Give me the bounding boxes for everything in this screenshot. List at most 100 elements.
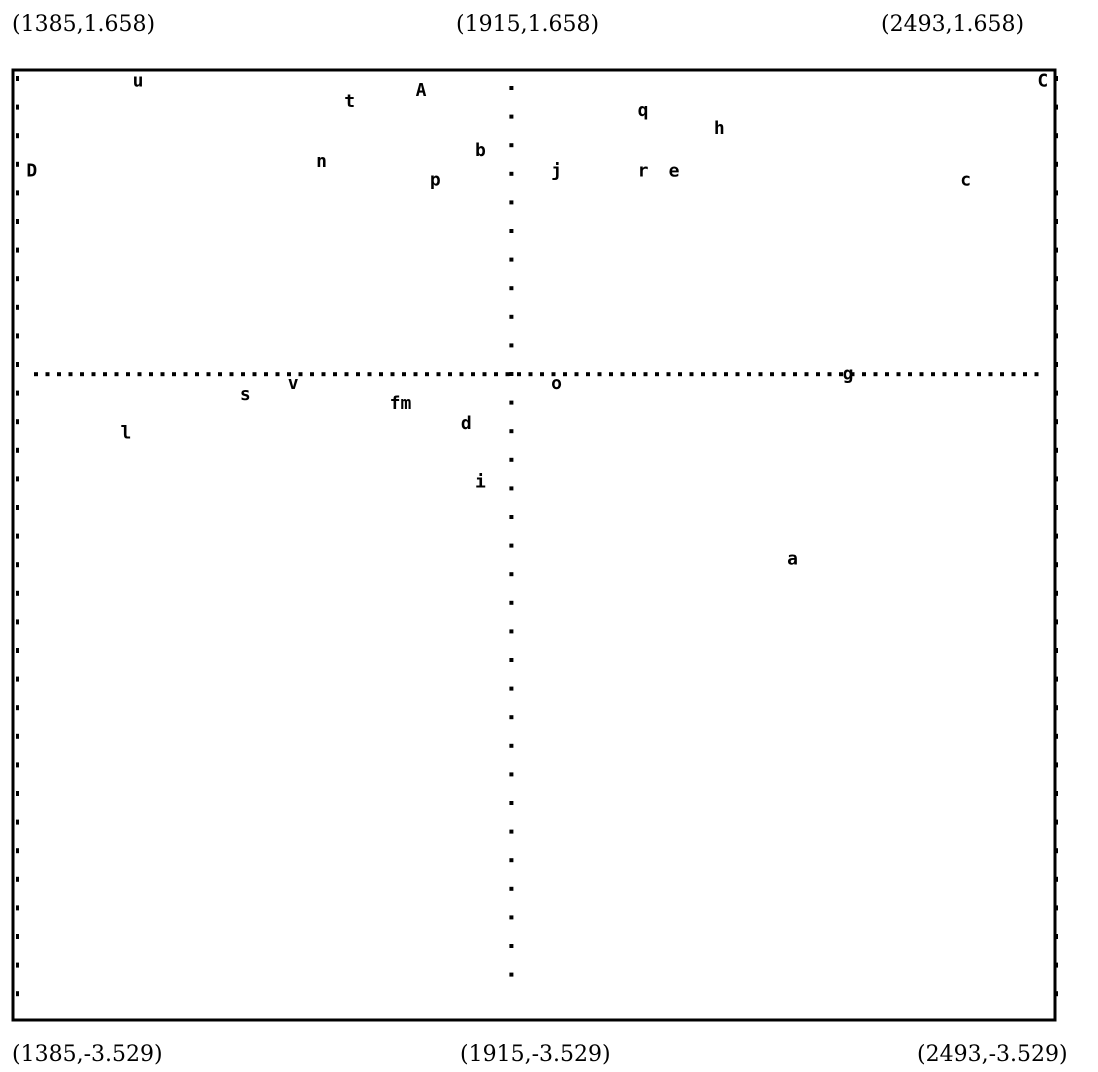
left-tick	[16, 962, 19, 968]
hline-dot	[298, 372, 303, 377]
vline-dot	[509, 314, 514, 319]
vline-dot	[509, 743, 514, 748]
hline-dot	[643, 372, 648, 377]
hline-dot	[793, 372, 797, 377]
hline-dot	[735, 372, 740, 377]
point-label-n: n	[316, 151, 327, 172]
hline-dot	[172, 372, 176, 377]
hline-dot	[1011, 372, 1016, 377]
vline-dot	[509, 257, 514, 262]
left-tick	[16, 533, 19, 539]
vline-dot	[509, 200, 514, 205]
hline-dot	[471, 372, 475, 377]
hline-dot	[149, 372, 153, 377]
right-tick	[1055, 533, 1058, 539]
hline-dot	[287, 372, 291, 377]
point-label-a: a	[787, 549, 798, 570]
hline-dot	[839, 372, 843, 377]
hline-dot	[34, 372, 38, 377]
hline-dot	[551, 372, 556, 377]
hline-dot	[701, 372, 705, 377]
hline-dot	[183, 372, 188, 377]
hline-dot	[873, 372, 878, 377]
vline-dot	[509, 658, 514, 662]
hline-dot	[977, 372, 981, 377]
point-label-t: t	[344, 91, 355, 112]
left-tick	[16, 991, 19, 997]
point-label-j: j	[551, 160, 562, 181]
hline-dot	[574, 372, 579, 377]
hline-dot	[758, 372, 763, 377]
hline-dot	[206, 372, 211, 377]
hline-dot	[91, 372, 96, 377]
plot-frame	[11, 68, 1057, 1022]
right-tick	[1055, 476, 1058, 482]
point-label-C: C	[1037, 71, 1048, 92]
right-tick	[1055, 819, 1058, 825]
right-tick	[1055, 505, 1058, 510]
vline-dot	[509, 801, 514, 805]
hline-dot	[275, 372, 280, 377]
hline-dot	[942, 372, 947, 377]
right-tick	[1055, 562, 1058, 568]
left-tick	[16, 219, 19, 224]
hline-dot	[862, 372, 866, 377]
hline-dot	[425, 372, 429, 377]
vline-dot	[509, 143, 514, 148]
left-tick	[16, 104, 19, 110]
hline-dot	[850, 372, 855, 377]
hline-dot	[804, 372, 809, 377]
vline-dot	[509, 343, 514, 348]
hline-dot	[827, 372, 832, 377]
right-tick	[1055, 133, 1058, 139]
right-tick	[1055, 876, 1058, 882]
vline-dot	[509, 429, 514, 434]
hline-dot	[908, 372, 912, 377]
hline-dot	[413, 372, 418, 377]
hline-dot	[609, 372, 613, 377]
right-tick	[1055, 276, 1058, 282]
hline-dot	[1000, 372, 1004, 377]
vline-dot	[509, 229, 514, 233]
left-tick	[16, 619, 19, 625]
hline-dot	[68, 372, 73, 377]
left-tick-marks	[16, 76, 19, 997]
hline-dot	[45, 372, 50, 377]
point-label-r: r	[638, 160, 649, 181]
vline-dot	[509, 944, 514, 948]
left-tick	[16, 590, 19, 596]
hline-dot	[517, 372, 521, 377]
right-tick	[1055, 333, 1058, 339]
left-tick	[16, 562, 19, 568]
hline-dot	[390, 372, 395, 377]
right-tick	[1055, 247, 1058, 253]
hline-dot	[448, 372, 452, 377]
point-label-d: d	[461, 413, 472, 434]
hline-dot	[321, 372, 326, 377]
left-tick	[16, 733, 19, 739]
hline-dot	[229, 372, 234, 377]
hline-dot	[402, 372, 406, 377]
point-label-v: v	[288, 373, 299, 394]
left-tick	[16, 648, 19, 653]
hline-dot	[678, 372, 682, 377]
point-label-o: o	[551, 373, 562, 394]
left-tick	[16, 876, 19, 882]
hline-dot	[770, 372, 774, 377]
point-label-h: h	[714, 118, 725, 139]
corner-label-top-left: (1385,1.658)	[12, 12, 155, 37]
horizontal-reference-line	[34, 372, 1039, 377]
vline-dot	[509, 600, 514, 605]
left-tick	[16, 934, 19, 939]
hline-dot	[655, 372, 659, 377]
left-tick	[16, 819, 19, 825]
point-label-g: g	[843, 364, 854, 385]
right-tick	[1055, 733, 1058, 739]
hline-dot	[620, 372, 625, 377]
hline-dot	[724, 372, 728, 377]
point-label-c: c	[960, 170, 971, 191]
left-tick	[16, 447, 19, 453]
hline-dot	[126, 372, 130, 377]
left-tick	[16, 705, 19, 711]
vline-dot	[509, 171, 514, 176]
